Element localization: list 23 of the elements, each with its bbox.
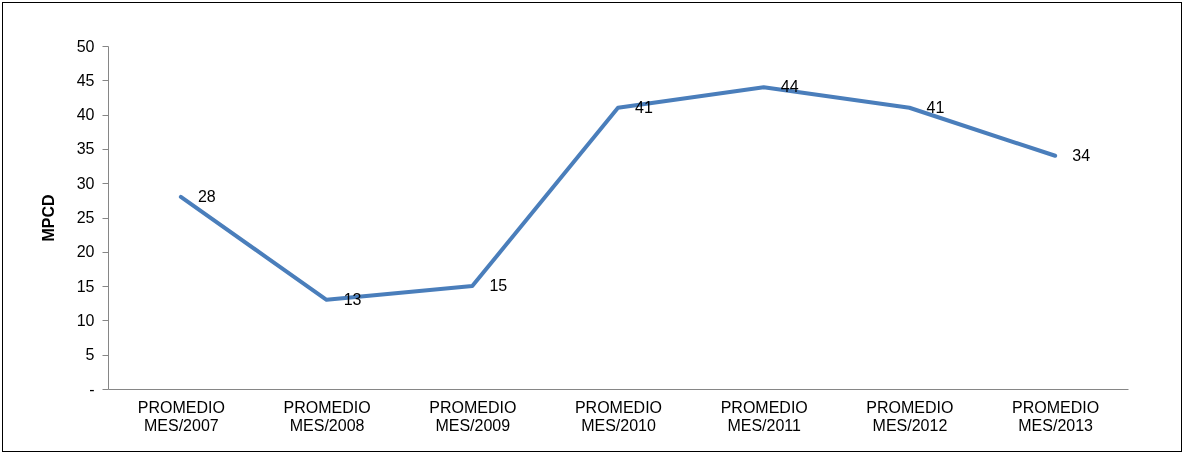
x-tick-label: PROMEDIO MES/2009 (429, 398, 517, 434)
data-label: 15 (489, 277, 508, 295)
y-tick-label: 10 (76, 311, 95, 329)
y-tick-label: 15 (76, 277, 95, 295)
data-label: 41 (926, 98, 945, 116)
y-tick-label: 40 (76, 106, 95, 124)
data-label: 28 (197, 187, 216, 205)
y-tick-label: 20 (76, 243, 95, 261)
y-tick-label: - (89, 380, 95, 398)
x-tick-label: PROMEDIO MES/2013 (1012, 398, 1100, 434)
x-tick-label: PROMEDIO MES/2011 (720, 398, 808, 434)
y-tick-label: 45 (76, 71, 95, 89)
data-label: 34 (1072, 146, 1091, 164)
x-tick-label: PROMEDIO MES/2008 (283, 398, 371, 434)
y-tick-label: 5 (85, 346, 95, 364)
x-tick-label: PROMEDIO MES/2012 (866, 398, 954, 434)
y-tick-label: 50 (76, 37, 95, 55)
x-tick-label: PROMEDIO MES/2007 (137, 398, 225, 434)
y-axis-title: MPCD (39, 194, 57, 242)
x-tick-label: PROMEDIO MES/2010 (574, 398, 663, 434)
y-tick-label: 25 (76, 209, 95, 226)
y-tick-label: 30 (76, 174, 95, 192)
y-tick-label: 35 (76, 140, 95, 158)
